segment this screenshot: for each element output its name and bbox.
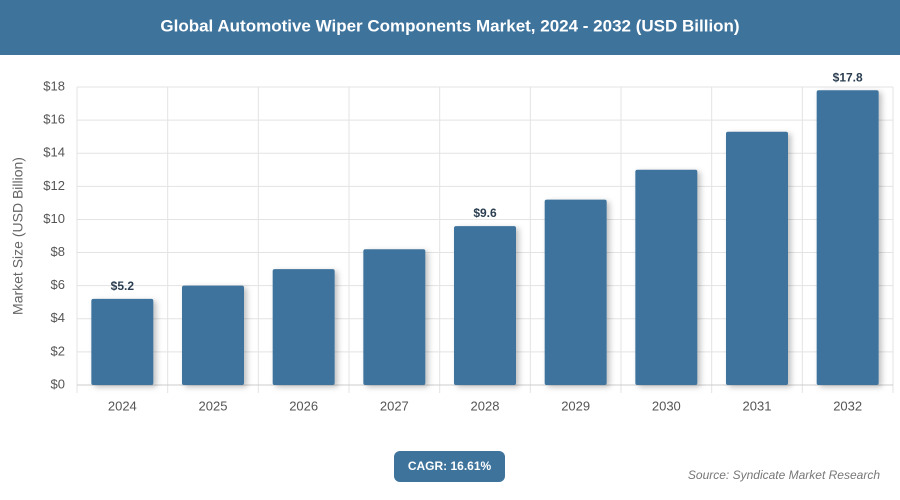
bar <box>544 199 607 385</box>
bar <box>182 285 244 385</box>
y-tick-label: $10 <box>43 211 65 226</box>
y-tick-label: $2 <box>51 343 65 358</box>
cagr-text: CAGR: 16.61% <box>408 459 492 473</box>
y-tick-label: $18 <box>43 78 65 93</box>
x-tick-label: 2027 <box>380 398 409 413</box>
source-text: Source: Syndicate Market Research <box>688 468 880 482</box>
chart-title: Global Automotive Wiper Components Marke… <box>160 16 739 35</box>
y-tick-label: $6 <box>51 277 65 292</box>
y-axis-label: Market Size (USD Billion) <box>10 157 26 315</box>
bar <box>726 131 788 385</box>
bar <box>272 269 335 385</box>
x-tick-label: 2026 <box>289 398 318 413</box>
bar <box>91 298 154 385</box>
x-tick-label: 2025 <box>199 398 228 413</box>
cagr-badge <box>394 451 505 482</box>
value-label: $9.6 <box>473 206 497 220</box>
x-tick-label: 2028 <box>471 398 500 413</box>
bar <box>363 249 426 385</box>
value-label: $5.2 <box>111 279 135 293</box>
y-tick-label: $0 <box>51 376 65 391</box>
x-tick-label: 2029 <box>561 398 590 413</box>
bar <box>454 226 516 385</box>
y-tick-label: $4 <box>51 310 65 325</box>
bar <box>816 90 879 386</box>
y-tick-label: $12 <box>43 178 65 193</box>
x-tick-label: 2031 <box>743 398 772 413</box>
y-tick-label: $16 <box>43 112 65 127</box>
x-tick-label: 2024 <box>108 398 137 413</box>
y-tick-label: $14 <box>43 145 65 160</box>
bar <box>635 169 698 385</box>
x-tick-label: 2030 <box>652 398 681 413</box>
y-tick-label: $8 <box>51 244 65 259</box>
value-label: $17.8 <box>833 70 863 84</box>
title-banner <box>0 0 900 55</box>
x-tick-label: 2032 <box>833 398 862 413</box>
